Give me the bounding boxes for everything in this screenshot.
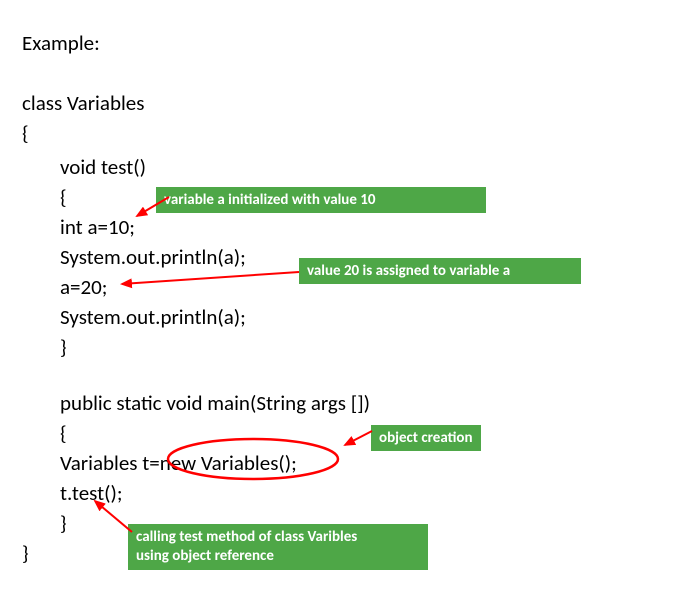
callout-object-creation: object creation	[371, 425, 481, 451]
callout-calling-line1: calling test method of class Varibles	[136, 528, 357, 546]
code-line-class: class Variables	[22, 90, 144, 116]
code-line-brace-close2: }	[60, 510, 67, 536]
code-line-inta: int a=10;	[60, 214, 135, 240]
code-line-brace-close3: }	[22, 540, 29, 566]
callout-value-assigned: value 20 is assigned to variable a	[299, 258, 581, 284]
code-line-brace-open: {	[22, 120, 29, 146]
code-line-ttest: t.test();	[60, 480, 123, 506]
code-line-void-test: void test()	[60, 154, 146, 180]
code-line-main: public static void main(String args [])	[60, 390, 370, 416]
code-line-println2: System.out.println(a);	[60, 304, 246, 330]
callout-var-init: variable a initialized with value 10	[156, 187, 486, 213]
code-line-brace: {	[60, 184, 67, 210]
code-line-example: Example:	[22, 30, 100, 56]
code-line-println1: System.out.println(a);	[60, 244, 246, 270]
code-line-variables-new: Variables t=new Variables();	[60, 450, 297, 476]
code-line-brace-close1: }	[60, 334, 67, 360]
code-line-brace2: {	[60, 420, 67, 446]
code-line-a20: a=20;	[60, 274, 107, 300]
callout-calling-line2: using object reference	[136, 547, 274, 565]
callout-calling-test: calling test method of class Varibles us…	[128, 524, 428, 570]
